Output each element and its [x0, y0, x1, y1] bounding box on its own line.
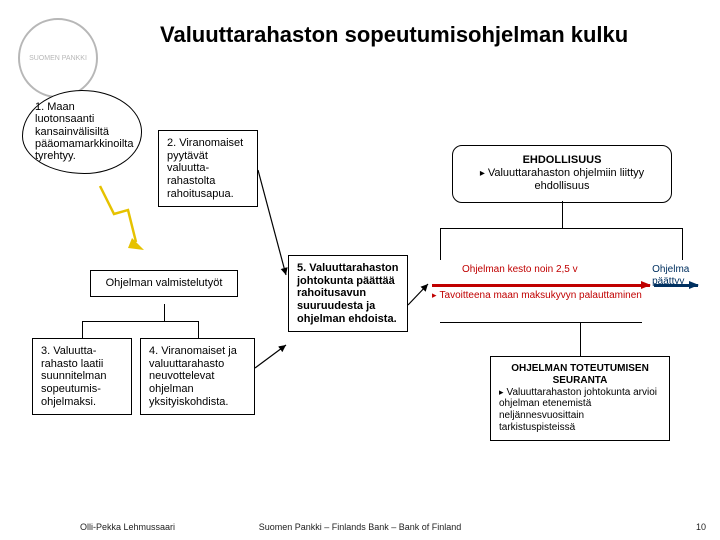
monit-bracket-h: [440, 322, 642, 323]
bracket-stem: [164, 304, 165, 321]
conditionality-line: Valuuttarahaston ohjelmiin liittyy ehdol…: [467, 167, 657, 193]
page-title: Valuuttarahaston sopeutumisohjelman kulk…: [160, 22, 680, 47]
step-2-box: 2. Viranomaiset pyytävät valuutta- rahas…: [158, 130, 258, 207]
monitoring-title: OHJELMAN TOTEUTUMISEN SEURANTA: [499, 363, 661, 387]
preparation-box: Ohjelman valmistelutyöt: [90, 270, 238, 297]
ehd-leg-r: [682, 228, 683, 261]
ehd-bracket-h: [440, 228, 682, 229]
monit-stem: [580, 322, 581, 356]
footer-page: 10: [696, 522, 706, 532]
bracket-horizontal: [82, 321, 198, 322]
conditionality-title: EHDOLLISUUS: [467, 154, 657, 167]
ehd-stem: [562, 201, 563, 228]
ehd-leg-l: [440, 228, 441, 261]
timeline-seg-1: [432, 284, 650, 287]
step-3-box: 3. Valuutta- rahasto laatii suunnitelman…: [32, 338, 132, 415]
step-1-cloud: 1. Maan luotonsaanti kansainvälisiltä pä…: [22, 90, 142, 174]
monitoring-bullet: Valuuttarahaston johtokunta arvioi ohjel…: [499, 387, 661, 434]
step-4-box: 4. Viranomaiset ja valuuttarahasto neuvo…: [140, 338, 255, 415]
monitoring-box: OHJELMAN TOTEUTUMISEN SEURANTA Valuuttar…: [490, 356, 670, 441]
timeline-bottom-label-1: Tavoitteena maan maksukyvyn palauttamine…: [432, 290, 646, 302]
conditionality-box: EHDOLLISUUS Valuuttarahaston ohjelmiin l…: [452, 145, 672, 203]
step-5-box: 5. Valuuttarahaston johtokunta päättää r…: [288, 255, 408, 332]
timeline-top-label: Ohjelman kesto noin 2,5 v: [462, 264, 578, 276]
footer-center: Suomen Pankki – Finlands Bank – Bank of …: [0, 522, 720, 532]
bracket-leg-4: [198, 321, 199, 338]
bracket-leg-3: [82, 321, 83, 338]
timeline-bottom-label-2: Ohjelma päättyy: [652, 264, 700, 287]
bank-logo: SUOMEN PANKKI: [18, 18, 98, 98]
